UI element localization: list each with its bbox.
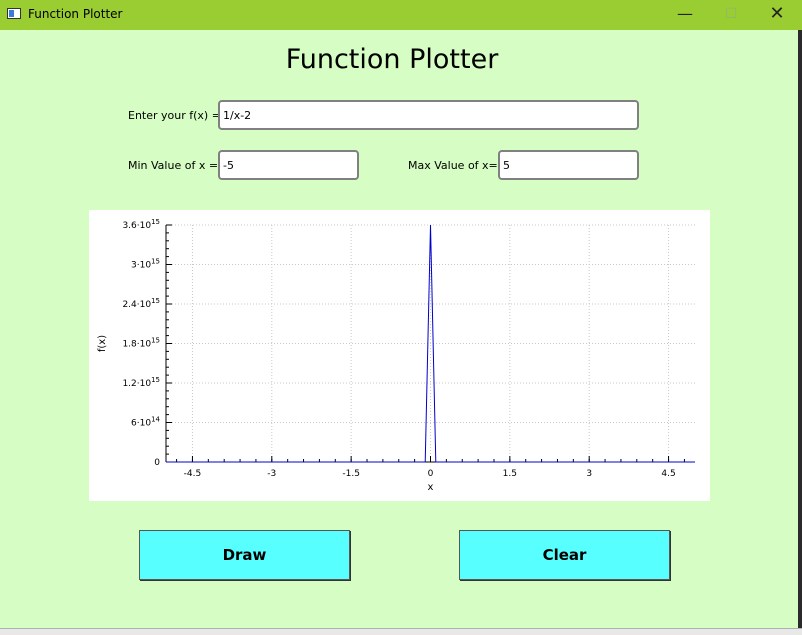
fx-input[interactable] xyxy=(218,100,639,130)
x-tick-label: 4.5 xyxy=(661,469,675,479)
x-tick-label: 1.5 xyxy=(503,469,517,479)
x-tick-label: -1.5 xyxy=(342,469,360,479)
clear-button[interactable]: Clear xyxy=(459,530,670,580)
min-x-input[interactable] xyxy=(218,150,359,180)
y-axis-label: f(x) xyxy=(97,335,108,352)
draw-button[interactable]: Draw xyxy=(139,530,350,580)
function-plot: -4.5 -3 -1.5 0 1.5 3 4.5 0 6·1014 1.2·1015 1.8·101… xyxy=(97,218,695,493)
y-tick-label: 6·1014 xyxy=(131,416,161,429)
y-tick-label: 1.2·1015 xyxy=(122,376,160,389)
plot-panel: -4.5 -3 -1.5 0 1.5 3 4.5 0 6·1014 1.2·1015 1.8·101… xyxy=(89,210,710,501)
x-axis-label: x xyxy=(428,482,434,493)
maximize-button[interactable]: ☐ xyxy=(724,6,738,22)
taskbar-strip xyxy=(0,628,802,635)
x-tick-label: 0 xyxy=(428,469,434,479)
y-tick-label: 1.8·1015 xyxy=(122,337,160,350)
y-tick-label: 2.4·1015 xyxy=(122,297,160,310)
max-x-input[interactable] xyxy=(498,150,639,180)
title-bar[interactable]: Function Plotter — ☐ ✕ xyxy=(0,0,802,30)
close-button[interactable]: ✕ xyxy=(769,3,785,24)
series-line xyxy=(166,224,695,463)
y-tick-label: 0 xyxy=(154,458,160,468)
x-tick-label: 3 xyxy=(586,469,592,479)
window-title: Function Plotter xyxy=(28,7,123,21)
page-title: Function Plotter xyxy=(285,44,499,75)
x-tick-label: -4.5 xyxy=(184,469,202,479)
max-x-label: Max Value of x= xyxy=(408,159,498,172)
minimize-button[interactable]: — xyxy=(677,4,693,23)
app-icon xyxy=(7,8,21,19)
y-tick-label: 3.6·1015 xyxy=(122,218,160,231)
min-x-label: Min Value of x = xyxy=(128,159,219,172)
x-tick-label: -3 xyxy=(267,469,276,479)
y-tick-label: 3·1015 xyxy=(131,258,160,271)
background-window-edge xyxy=(798,30,802,634)
fx-label: Enter your f(x) = xyxy=(128,109,221,122)
